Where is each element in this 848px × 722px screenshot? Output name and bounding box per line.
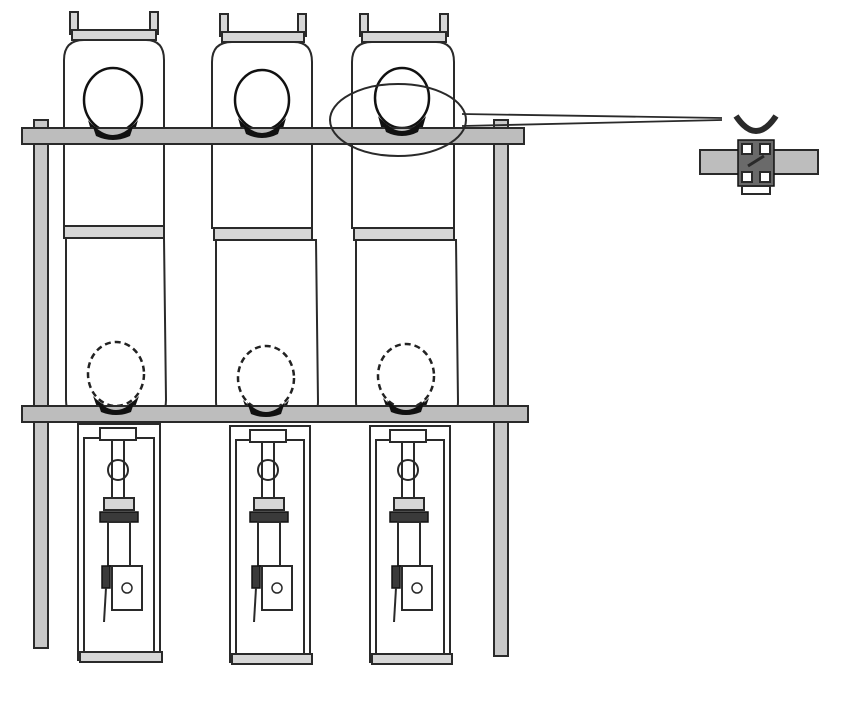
middle-unit-upper-cup-overlay [242,122,282,138]
right-unit-lower-egg [376,342,436,410]
middle-unit [211,13,320,665]
clamp-bolt-bottom-right [759,171,771,183]
right-unit-rod [397,521,421,567]
right-unit-motor-dial [411,582,423,594]
middle-unit-motor [261,565,293,611]
left-unit-frame-foot [79,651,163,663]
left-unit [63,11,168,663]
middle-unit-shaft-joint [257,459,279,481]
left-unit-shaft [111,439,125,501]
left-unit-shaft-joint [107,459,129,481]
middle-unit-shaft-head [249,429,287,443]
middle-unit-lower-cup-overlay [247,402,285,417]
left-unit-upper-cup-overlay [92,124,134,140]
right-unit-shaft-joint [397,459,419,481]
middle-unit-motor-dial [271,582,283,594]
right-unit-waist-ring [353,227,455,241]
left-unit-motor-cable [103,587,107,623]
middle-unit-motor-lever [251,565,261,589]
left-unit-upper-egg [82,66,144,134]
left-unit-rod [107,521,131,567]
clamp-base [741,185,771,195]
right-unit-shaft [401,441,415,501]
middle-unit-lower-egg [236,344,296,412]
egg-holder-clamp-detail [699,114,819,195]
right-unit-shaft-head [389,429,427,443]
right-unit-top-cap [361,31,447,43]
right-unit-coupler [393,497,425,511]
middle-unit-coupler-band [249,511,289,523]
middle-unit-shaft [261,441,275,501]
right-unit-motor [401,565,433,611]
left-unit-coupler-band [99,511,139,523]
left-unit-top-cap [71,29,157,41]
left-unit-waist-ring [63,225,165,239]
middle-unit-coupler [253,497,285,511]
clamp-bolt-bottom-left [741,171,753,183]
left-upright-post [33,119,49,649]
middle-unit-top-cap [221,31,305,43]
left-unit-coupler [103,497,135,511]
callout-ellipse [329,83,467,157]
right-unit-upper-cup-overlay [382,120,422,136]
middle-unit-waist-ring [213,227,313,241]
clamp-cradle [733,114,779,134]
middle-unit-motor-cable [253,587,257,623]
right-upright-post [493,119,509,657]
middle-unit-upper-egg [233,68,291,132]
left-unit-motor-dial [121,582,133,594]
middle-unit-frame-foot [231,653,313,665]
left-unit-shaft-head [99,427,137,441]
right-unit-coupler-band [389,511,429,523]
clamp-bolt-top-right [759,143,771,155]
right-unit-motor-cable [393,587,397,623]
right-unit [351,13,460,665]
clamp-bolt-top-left [741,143,753,155]
callout-pointer-line [461,113,723,119]
left-unit-lower-egg [86,340,146,408]
right-unit-frame-foot [371,653,453,665]
right-unit-upper-egg [373,66,431,130]
middle-unit-rod [257,521,281,567]
callout-pointer-line [461,119,723,127]
right-unit-motor-lever [391,565,401,589]
left-unit-motor-lever [101,565,111,589]
clamp-screw [747,154,765,168]
left-unit-lower-cup-overlay [97,400,135,415]
left-unit-motor [111,565,143,611]
right-unit-lower-cup-overlay [387,400,425,415]
